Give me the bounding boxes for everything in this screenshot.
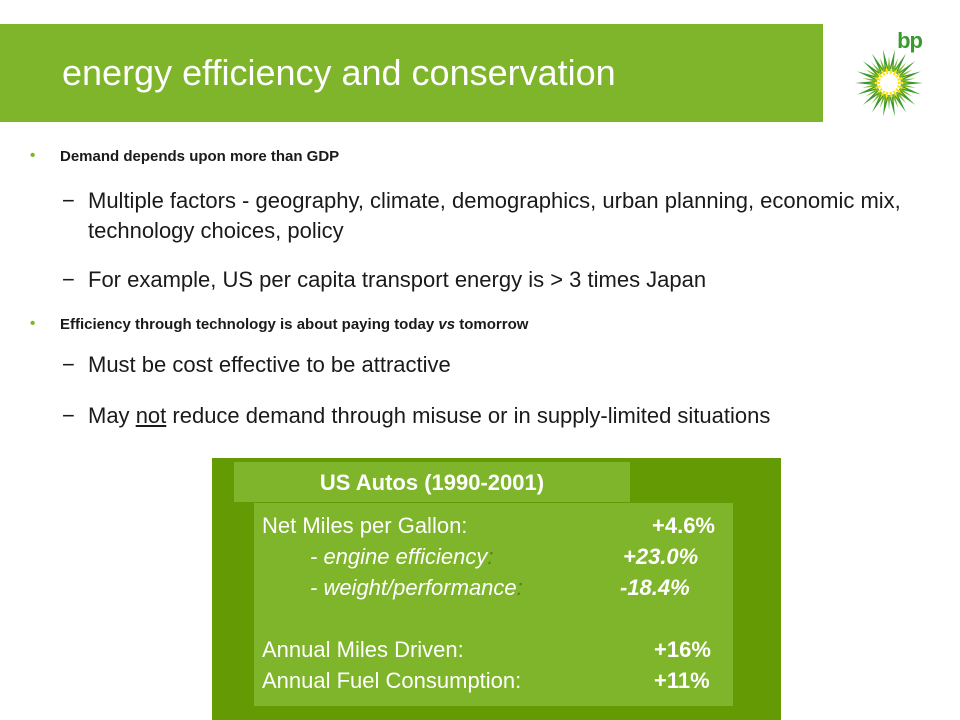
stat-label-text: - weight/performance [310,575,517,600]
dash-marker: − [62,267,75,292]
title-bar: energy efficiency and conservation [0,24,823,122]
helios-sunflower-icon [855,49,923,117]
bullet-text-emphasis: vs [438,316,456,333]
subitem-example: − For example, US per capita transport e… [62,265,922,295]
subitem-text: Multiple factors - geography, climate, d… [88,188,901,243]
stat-label: Annual Fuel Consumption: [262,668,522,693]
stat-label: - weight/performance: [310,575,523,601]
stat-label: Net Miles per Gallon: [262,513,468,538]
bullet-text-part: tomorrow [455,316,529,333]
logo-text: bp [897,28,923,53]
subitem-text-part: May [88,403,136,428]
stat-label-colon: : [516,575,523,600]
stat-label-text: - engine efficiency [310,544,488,569]
bp-logo: bp [852,28,932,120]
stat-label: - engine efficiency: [310,544,493,570]
subitem-text: May not reduce demand through misuse or … [88,401,922,431]
subitem-text: Must be cost effective to be attractive [88,352,451,377]
stat-label: Annual Miles Driven: [262,637,464,662]
bullet-text: Demand depends upon more than GDP [60,148,340,165]
dash-marker: − [62,352,75,377]
us-autos-heading: US Autos (1990-2001) [319,470,545,495]
subitem-may-not-reduce: − May not reduce demand through misuse o… [62,401,922,431]
bullet-dot: • [30,315,36,332]
subitem-text: For example, US per capita transport ene… [88,267,707,292]
bullet-text: Efficiency through technology is about p… [60,316,528,333]
stat-value: -18.4% [620,575,690,600]
stat-value: +16% [654,637,711,662]
stat-label-colon: : [487,544,494,569]
us-autos-stats: Net Miles per Gallon: +4.6% - engine eff… [254,503,733,706]
dash-marker: − [62,403,75,428]
stat-value: +4.6% [652,513,715,538]
subitem-text-part: reduce demand through misuse or in suppl… [166,403,771,428]
stat-value: +11% [654,668,710,693]
us-autos-header: US Autos (1990-2001) [234,462,630,502]
stat-value: +23.0% [623,544,699,569]
bullet-text-part: Efficiency through technology is about p… [60,316,439,333]
bullet-dot: • [30,147,36,164]
underlined-word: not [135,403,167,428]
subitem-multiple-factors: − Multiple factors - geography, climate,… [62,186,922,246]
slide-title: energy efficiency and conservation [62,52,616,93]
dash-marker: − [62,188,75,213]
subitem-cost-effective: − Must be cost effective to be attractiv… [62,350,922,380]
